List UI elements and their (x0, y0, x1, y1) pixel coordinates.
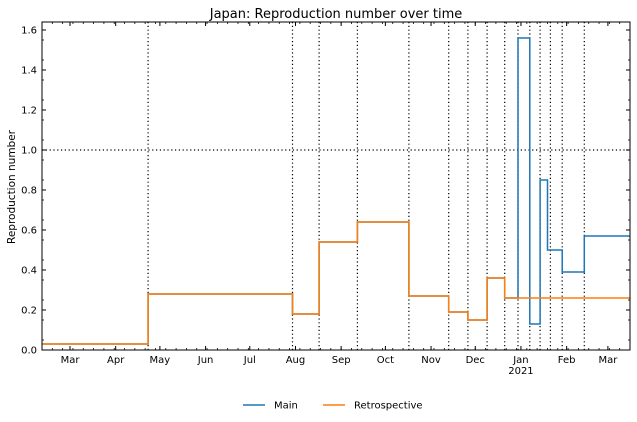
vertical-breakpoint-lines (147, 22, 585, 350)
series-lines (42, 37, 630, 345)
chart-title: Japan: Reproduction number over time (209, 7, 463, 22)
legend: Main Retrospective (243, 401, 423, 412)
y-axis-label: Reproduction number (6, 129, 18, 244)
x-tick-label-8: Nov (421, 355, 441, 366)
series-line-retrospective (42, 221, 630, 345)
y-tick-label-4: 0.8 (21, 186, 37, 197)
x-tick-label-4: Jul (243, 355, 256, 366)
x-tick-label-0: Mar (61, 355, 81, 366)
x-tick-sublabel-10: 2021 (508, 366, 533, 377)
x-tick-label-2: May (150, 355, 171, 366)
y-tick-label-8: 1.6 (21, 26, 37, 37)
x-tick-label-9: Dec (466, 355, 485, 366)
y-axis: 0.0 0.2 0.4 0.6 0.8 1.0 1.2 1.4 1.6 (21, 26, 630, 357)
x-tick-label-5: Aug (286, 355, 306, 366)
x-tick-label-3: Jun (197, 355, 214, 366)
x-tick-label-10: Jan (512, 355, 528, 366)
y-tick-label-1: 0.2 (21, 306, 37, 317)
legend-label-retrospective: Retrospective (354, 401, 423, 412)
y-tick-label-3: 0.6 (21, 226, 37, 237)
x-tick-label-1: Apr (107, 355, 125, 366)
x-tick-label-7: Oct (377, 355, 394, 366)
plot-frame (41, 21, 631, 351)
x-tick-label-11: Feb (558, 355, 576, 366)
x-tick-label-12: Mar (598, 355, 618, 366)
x-tick-label-6: Sep (332, 355, 351, 366)
y-tick-label-5: 1.0 (21, 146, 37, 157)
y-tick-label-7: 1.4 (21, 66, 37, 77)
y-tick-label-0: 0.0 (21, 346, 37, 357)
y-tick-label-6: 1.2 (21, 106, 37, 117)
legend-label-main: Main (274, 401, 298, 412)
y-tick-label-2: 0.4 (21, 266, 37, 277)
